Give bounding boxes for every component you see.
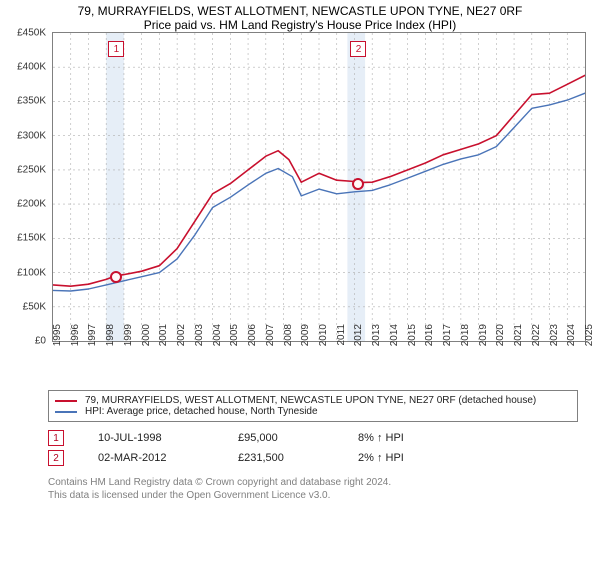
- x-tick-label: 2000: [141, 324, 152, 364]
- x-tick-label: 2015: [407, 324, 418, 364]
- x-tick-label: 2025: [584, 324, 595, 364]
- x-tick-label: 2017: [442, 324, 453, 364]
- chart-title: 79, MURRAYFIELDS, WEST ALLOTMENT, NEWCAS…: [0, 4, 600, 32]
- sale-marker-dot: [352, 178, 364, 190]
- x-tick-label: 2021: [513, 324, 524, 364]
- x-tick-label: 2012: [353, 324, 364, 364]
- x-tick-label: 2022: [531, 324, 542, 364]
- x-tick-label: 2008: [283, 324, 294, 364]
- legend-swatch: [55, 400, 77, 402]
- footer-attribution: Contains HM Land Registry data © Crown c…: [48, 476, 578, 502]
- x-tick-label: 2020: [495, 324, 506, 364]
- legend: 79, MURRAYFIELDS, WEST ALLOTMENT, NEWCAS…: [48, 390, 578, 422]
- y-tick-label: £350K: [17, 96, 46, 107]
- x-tick-label: 2011: [336, 324, 347, 364]
- x-tick-label: 2010: [318, 324, 329, 364]
- x-tick-label: 2019: [478, 324, 489, 364]
- legend-label: 79, MURRAYFIELDS, WEST ALLOTMENT, NEWCAS…: [85, 395, 536, 406]
- title-line1: 79, MURRAYFIELDS, WEST ALLOTMENT, NEWCAS…: [0, 4, 600, 18]
- sales-row-hpi: 2% ↑ HPI: [358, 452, 578, 464]
- sales-row-date: 10-JUL-1998: [98, 432, 238, 444]
- y-tick-label: £400K: [17, 62, 46, 73]
- footer-line2: This data is licensed under the Open Gov…: [48, 489, 578, 502]
- x-axis: 1995199619971998199920002001200220032004…: [52, 342, 586, 384]
- x-tick-label: 2009: [300, 324, 311, 364]
- x-tick-label: 2003: [194, 324, 205, 364]
- x-tick-label: 1999: [123, 324, 134, 364]
- chart-area: £0£50K£100K£150K£200K£250K£300K£350K£400…: [8, 32, 590, 342]
- sales-row-hpi: 8% ↑ HPI: [358, 432, 578, 444]
- footer-line1: Contains HM Land Registry data © Crown c…: [48, 476, 578, 489]
- x-tick-label: 1998: [105, 324, 116, 364]
- x-tick-label: 1995: [52, 324, 63, 364]
- plot-region: 12: [52, 32, 586, 342]
- x-tick-label: 2004: [212, 324, 223, 364]
- y-tick-label: £300K: [17, 130, 46, 141]
- x-tick-label: 2024: [566, 324, 577, 364]
- x-tick-label: 2023: [549, 324, 560, 364]
- title-line2: Price paid vs. HM Land Registry's House …: [0, 18, 600, 32]
- y-tick-label: £450K: [17, 28, 46, 39]
- sales-row: 1 10-JUL-1998£95,0008% ↑ HPI: [48, 428, 578, 448]
- x-tick-label: 2016: [424, 324, 435, 364]
- y-tick-label: £200K: [17, 199, 46, 210]
- legend-item: HPI: Average price, detached house, Nort…: [55, 406, 571, 417]
- sales-row-price: £95,000: [238, 432, 358, 444]
- y-tick-label: £100K: [17, 267, 46, 278]
- sales-row-number: 1: [48, 430, 64, 446]
- sale-marker-box: 2: [350, 41, 366, 57]
- legend-item: 79, MURRAYFIELDS, WEST ALLOTMENT, NEWCAS…: [55, 395, 571, 406]
- sales-row: 2 02-MAR-2012£231,5002% ↑ HPI: [48, 448, 578, 468]
- x-tick-label: 1996: [70, 324, 81, 364]
- x-tick-label: 2005: [229, 324, 240, 364]
- y-tick-label: £0: [35, 336, 46, 347]
- x-tick-label: 2007: [265, 324, 276, 364]
- x-tick-label: 2002: [176, 324, 187, 364]
- x-tick-label: 2014: [389, 324, 400, 364]
- legend-label: HPI: Average price, detached house, Nort…: [85, 406, 318, 417]
- x-tick-label: 2001: [158, 324, 169, 364]
- sales-row-number: 2: [48, 450, 64, 466]
- plot-svg: [53, 33, 585, 341]
- x-tick-label: 2013: [371, 324, 382, 364]
- y-tick-label: £50K: [23, 301, 46, 312]
- y-tick-label: £150K: [17, 233, 46, 244]
- y-axis: £0£50K£100K£150K£200K£250K£300K£350K£400…: [8, 32, 48, 342]
- x-tick-label: 2018: [460, 324, 471, 364]
- sales-row-price: £231,500: [238, 452, 358, 464]
- sale-marker-box: 1: [108, 41, 124, 57]
- legend-swatch: [55, 411, 77, 413]
- y-tick-label: £250K: [17, 164, 46, 175]
- x-tick-label: 1997: [87, 324, 98, 364]
- sales-table: 1 10-JUL-1998£95,0008% ↑ HPI 2 02-MAR-2012£…: [48, 428, 578, 468]
- x-tick-label: 2006: [247, 324, 258, 364]
- sales-row-date: 02-MAR-2012: [98, 452, 238, 464]
